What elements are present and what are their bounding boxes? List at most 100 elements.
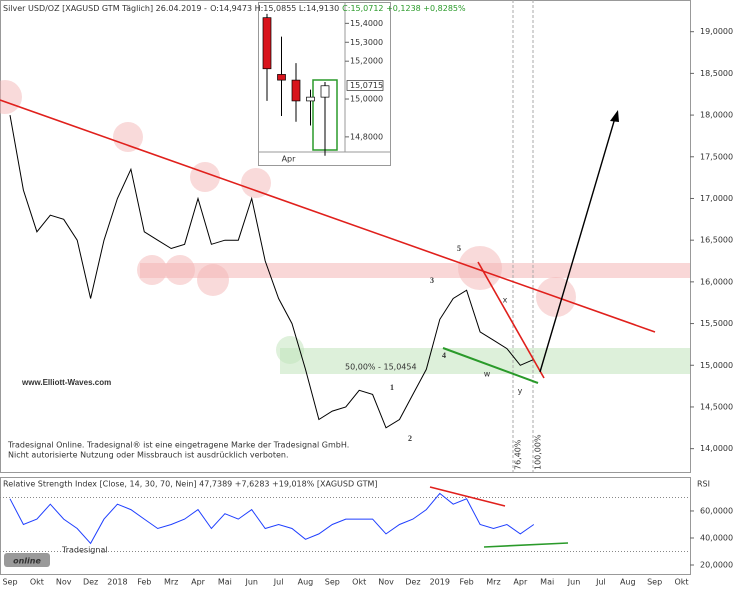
y-tick-label: 14,5000 [700,402,733,411]
title-change: C:15,0712 +0,1238 +0,8285% [342,4,466,13]
wave-label: 1 [390,383,394,392]
x-tick-label: Jun [567,578,581,587]
x-tick-label: Mrz [164,578,178,587]
wave-label: y [518,387,523,396]
projection-arrow [539,117,616,373]
support-circles [276,336,304,364]
y-tick-label: 17,0000 [700,194,733,203]
disclaimer: Tradesignal Online. Tradesignal® ist ein… [7,441,349,450]
candle-body [306,96,315,102]
rsi-panel [0,477,691,575]
x-tick-label: Apr [282,155,297,164]
circle [137,255,167,285]
website: www.Elliott-Waves.com [21,378,111,387]
fib-label: 76,40% [514,439,523,470]
price-line [9,492,535,545]
price-line [9,115,535,429]
resistance-zone [140,263,690,278]
x-tick-label: Okt [674,578,688,587]
arrow-head [610,110,619,122]
circle [276,336,304,364]
support-line [442,347,539,384]
y-tick-label: 16,5000 [700,236,733,245]
chart-title: Silver USD/OZ [XAGUSD GTM Täglich] 26.04… [3,4,466,13]
y-tick-label: 17,5000 [700,152,733,161]
x-tick-label: Feb [460,578,474,587]
circle [458,246,502,290]
x-tick-label: Okt [352,578,366,587]
candle-body [291,79,301,102]
x-tick-label: Mai [218,578,232,587]
title-ohlc: O:14,9473 H:15,0855 L:14,9130 [210,4,339,13]
trend-line [477,261,545,379]
x-tick-label: Sep [647,578,662,587]
disclaimer: Nicht autorisierte Nutzung oder Missbrau… [8,451,289,460]
y-tick-label: 15,5000 [700,319,733,328]
rsi-support-line [483,542,569,548]
fib-label: 50,00% - 15,0454 [345,363,417,372]
x-tick-label: Mai [540,578,554,587]
x-tick-label: Nov [378,578,394,587]
candle-body [277,74,286,81]
y-tick-label: 15,4000 [350,19,383,28]
y-tick-label: 18,5000 [700,69,733,78]
x-tick-label: Sep [2,578,17,587]
y-tick-label: 15,3000 [350,38,383,47]
wave-label: 2 [408,434,412,443]
x-tick-label: Aug [620,578,636,587]
y-tick-label: 15,0000 [700,361,733,370]
top-layer: Silver USD/OZ [XAGUSD GTM Täglich] 26.04… [3,4,710,567]
wave-label: 5 [457,244,461,253]
rsi-title: Relative Strength Index [Close, 14, 30, … [3,480,377,489]
y-tick-label: 14,0000 [700,444,733,453]
x-tick-label: Apr [191,578,206,587]
y-tick-label: 18,0000 [700,111,733,120]
x-tick-label: Nov [56,578,72,587]
last-price-box [346,80,384,91]
x-tick-label: Jun [244,578,258,587]
y-tick-label: 19,0000 [700,27,733,36]
candle-body [262,17,272,70]
wave-label: w [484,370,491,379]
y-tick-label: 15,2000 [350,57,383,66]
wave-label: x [503,296,508,305]
circle [113,122,143,152]
circle [165,255,195,285]
y-tick-label: 15,0000 [350,95,383,104]
circle [241,168,271,198]
y-tick-label: 14,8000 [350,132,383,141]
watermark-brand: Tradesignal [61,546,108,555]
x-tick-label: 2018 [107,578,127,587]
x-tick-label: Jul [595,578,606,587]
x-tick-label: 2019 [430,578,450,587]
wave-label: 4 [442,351,446,360]
main-panel [0,0,691,473]
support-zone [280,348,690,374]
candle-body [320,85,330,98]
title-title: Silver USD/OZ [XAGUSD GTM Täglich] 26.04… [3,4,207,13]
main-layer: 14,0000 14,5000 15,0000 15,5000 16,0000 16,50… [0,27,733,587]
highlight-circles [0,80,576,317]
y-tick-label: 60,0000 [700,506,733,515]
x-tick-label: Feb [137,578,151,587]
rsi-axis-label: RSI [697,480,710,489]
circle [197,264,229,296]
x-tick-label: Sep [325,578,340,587]
x-tick-label: Dez [83,578,98,587]
y-tick-label: 20,0000 [700,561,733,570]
watermark-bg [4,553,50,567]
y-tick-label: 40,0000 [700,533,733,542]
y-tick-label: 16,0000 [700,277,733,286]
watermark: online [13,557,41,566]
x-tick-label: Apr [513,578,528,587]
fib-label: 100,00% [534,434,543,470]
last-price-label: 15,0715 [350,81,383,90]
wave-label: 3 [430,276,434,285]
x-tick-label: Jul [273,578,284,587]
x-tick-label: Dez [405,578,420,587]
x-tick-label: Okt [30,578,44,587]
x-tick-label: Mrz [486,578,500,587]
x-tick-label: Aug [298,578,314,587]
trend-line [0,99,656,333]
